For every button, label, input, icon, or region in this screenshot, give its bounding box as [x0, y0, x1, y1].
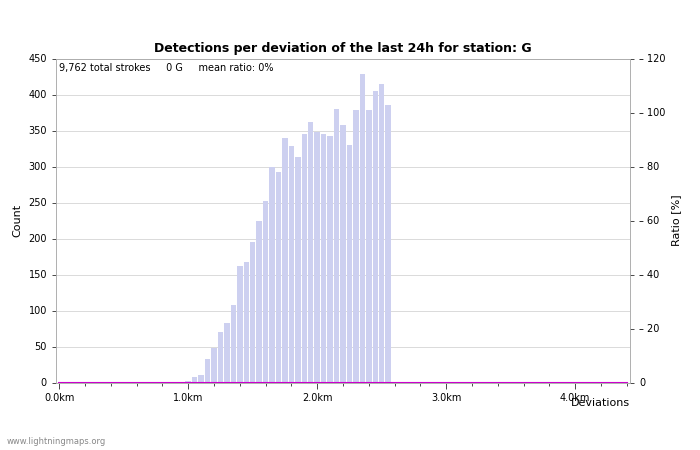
Bar	[263, 201, 268, 382]
Bar	[211, 348, 217, 382]
Bar	[379, 84, 384, 382]
Bar	[288, 146, 294, 382]
Bar	[282, 138, 288, 382]
Bar	[314, 132, 320, 382]
Bar	[224, 324, 230, 382]
Bar	[295, 157, 300, 382]
Bar	[386, 105, 391, 382]
Bar	[372, 91, 378, 382]
Bar	[230, 305, 236, 382]
Bar	[237, 266, 242, 382]
Bar	[302, 134, 307, 382]
Bar	[256, 220, 262, 382]
Bar	[218, 332, 223, 382]
Bar	[192, 377, 197, 382]
Bar	[198, 375, 204, 382]
Text: 9,762 total strokes     0 G     mean ratio: 0%: 9,762 total strokes 0 G mean ratio: 0%	[59, 63, 274, 73]
Bar	[346, 145, 352, 382]
Title: Detections per deviation of the last 24h for station: G: Detections per deviation of the last 24h…	[154, 41, 532, 54]
Bar	[186, 381, 191, 382]
Bar	[276, 172, 281, 382]
Y-axis label: Count: Count	[13, 204, 23, 237]
Bar	[340, 125, 346, 382]
Bar	[366, 110, 372, 382]
Bar	[334, 109, 340, 382]
Bar	[250, 242, 255, 382]
Bar	[244, 261, 249, 382]
Bar	[205, 360, 210, 382]
Bar	[354, 110, 358, 382]
Y-axis label: Ratio [%]: Ratio [%]	[671, 195, 681, 246]
Bar	[270, 166, 275, 382]
Bar	[360, 74, 365, 382]
Bar	[308, 122, 314, 382]
Text: www.lightningmaps.org: www.lightningmaps.org	[7, 436, 106, 446]
Bar	[321, 134, 326, 382]
Text: Deviations: Deviations	[571, 398, 630, 408]
Bar	[328, 135, 332, 382]
